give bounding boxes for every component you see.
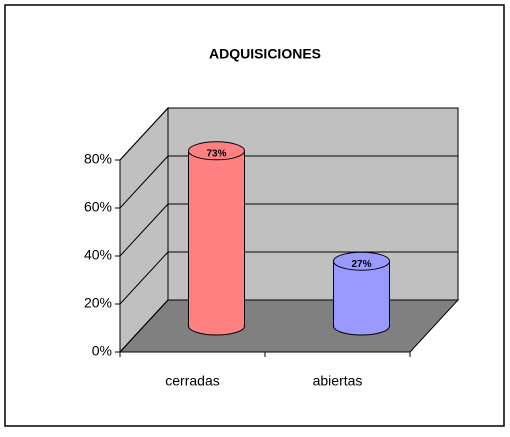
data-label: 73%: [206, 148, 226, 159]
grid-line: [119, 251, 169, 305]
bar: [333, 260, 390, 336]
grid-line: [119, 155, 169, 209]
grid-line: [119, 203, 169, 257]
grid-line: [119, 299, 169, 353]
chart-title: ADQUISICIONES: [209, 46, 321, 62]
floor: [118, 299, 460, 353]
bar: [188, 150, 245, 336]
data-label: 27%: [351, 259, 371, 270]
x-tick-label: abiertas: [313, 373, 363, 389]
y-tick-label: 60%: [84, 199, 112, 215]
bar-top: [333, 251, 390, 271]
bar-top: [188, 141, 245, 161]
y-tick-label: 20%: [84, 295, 112, 311]
y-tick-label: 0%: [92, 343, 112, 359]
y-tick-label: 40%: [84, 247, 112, 263]
x-tick-label: cerradas: [165, 373, 219, 389]
y-tick-label: 80%: [84, 151, 112, 167]
grid-line: [119, 107, 169, 161]
